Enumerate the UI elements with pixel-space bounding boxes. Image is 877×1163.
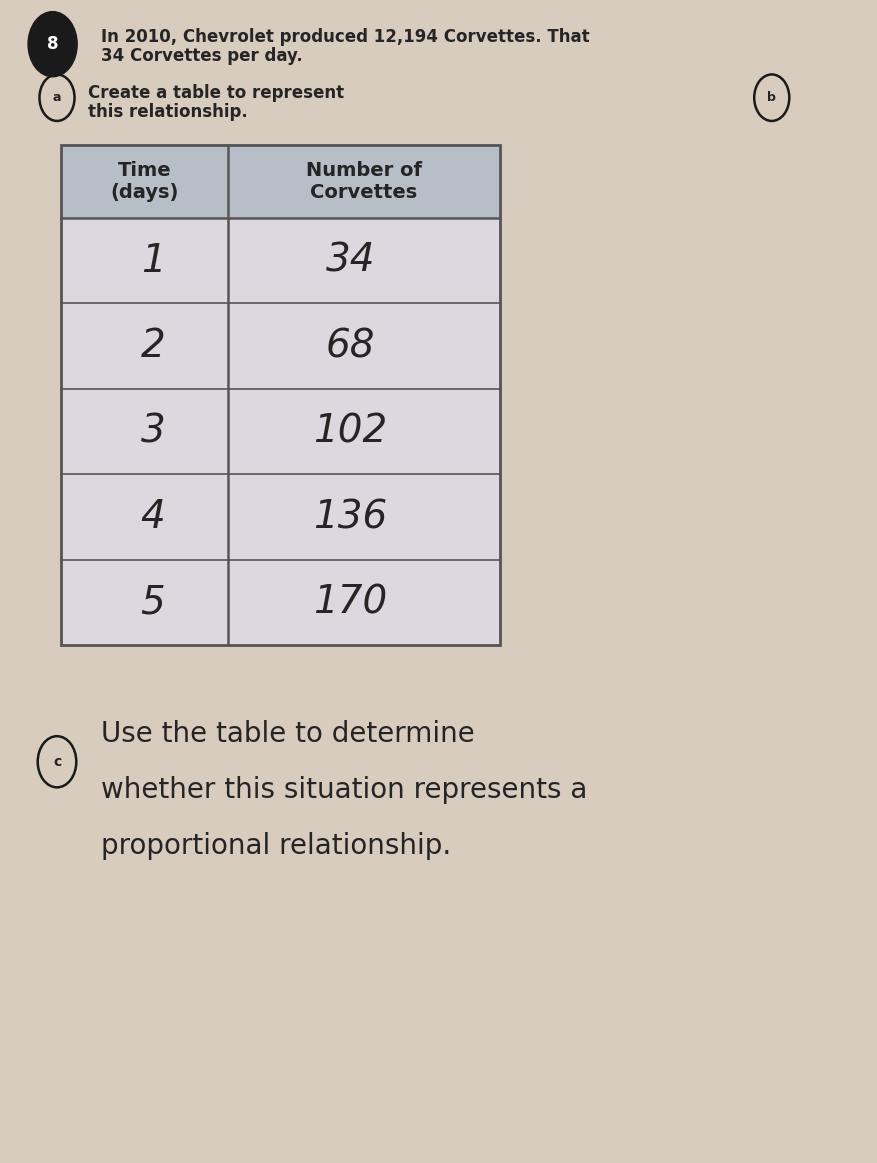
Text: In 2010, Chevrolet produced 12,194 Corvettes. That: In 2010, Chevrolet produced 12,194 Corve…: [101, 28, 589, 47]
Text: 170: 170: [313, 584, 388, 622]
Text: Create a table to represent: Create a table to represent: [88, 84, 344, 102]
Text: Use the table to determine: Use the table to determine: [101, 720, 474, 748]
Text: 5: 5: [140, 584, 166, 622]
Text: 68: 68: [325, 327, 375, 365]
Bar: [61, 304, 500, 388]
Text: 8: 8: [46, 35, 59, 53]
Text: b: b: [767, 91, 776, 105]
Bar: [61, 145, 228, 217]
Text: 34: 34: [325, 242, 375, 279]
Text: 136: 136: [313, 498, 388, 536]
Text: 4: 4: [140, 498, 166, 536]
Bar: [228, 145, 500, 217]
Circle shape: [28, 12, 77, 77]
Text: 1: 1: [140, 242, 166, 279]
Text: 102: 102: [313, 413, 388, 451]
Text: Time
(days): Time (days): [111, 162, 179, 202]
Bar: [61, 559, 500, 645]
Text: 3: 3: [140, 413, 166, 451]
Text: 34 Corvettes per day.: 34 Corvettes per day.: [101, 47, 303, 65]
Bar: [61, 388, 500, 475]
Text: this relationship.: this relationship.: [88, 102, 247, 121]
Text: c: c: [53, 755, 61, 769]
Text: Number of
Corvettes: Number of Corvettes: [306, 162, 422, 202]
Bar: [61, 475, 500, 559]
Bar: [61, 145, 500, 645]
Text: 2: 2: [140, 327, 166, 365]
Text: whether this situation represents a: whether this situation represents a: [101, 776, 588, 804]
Text: a: a: [53, 91, 61, 105]
Bar: [61, 217, 500, 304]
Text: proportional relationship.: proportional relationship.: [101, 832, 451, 859]
